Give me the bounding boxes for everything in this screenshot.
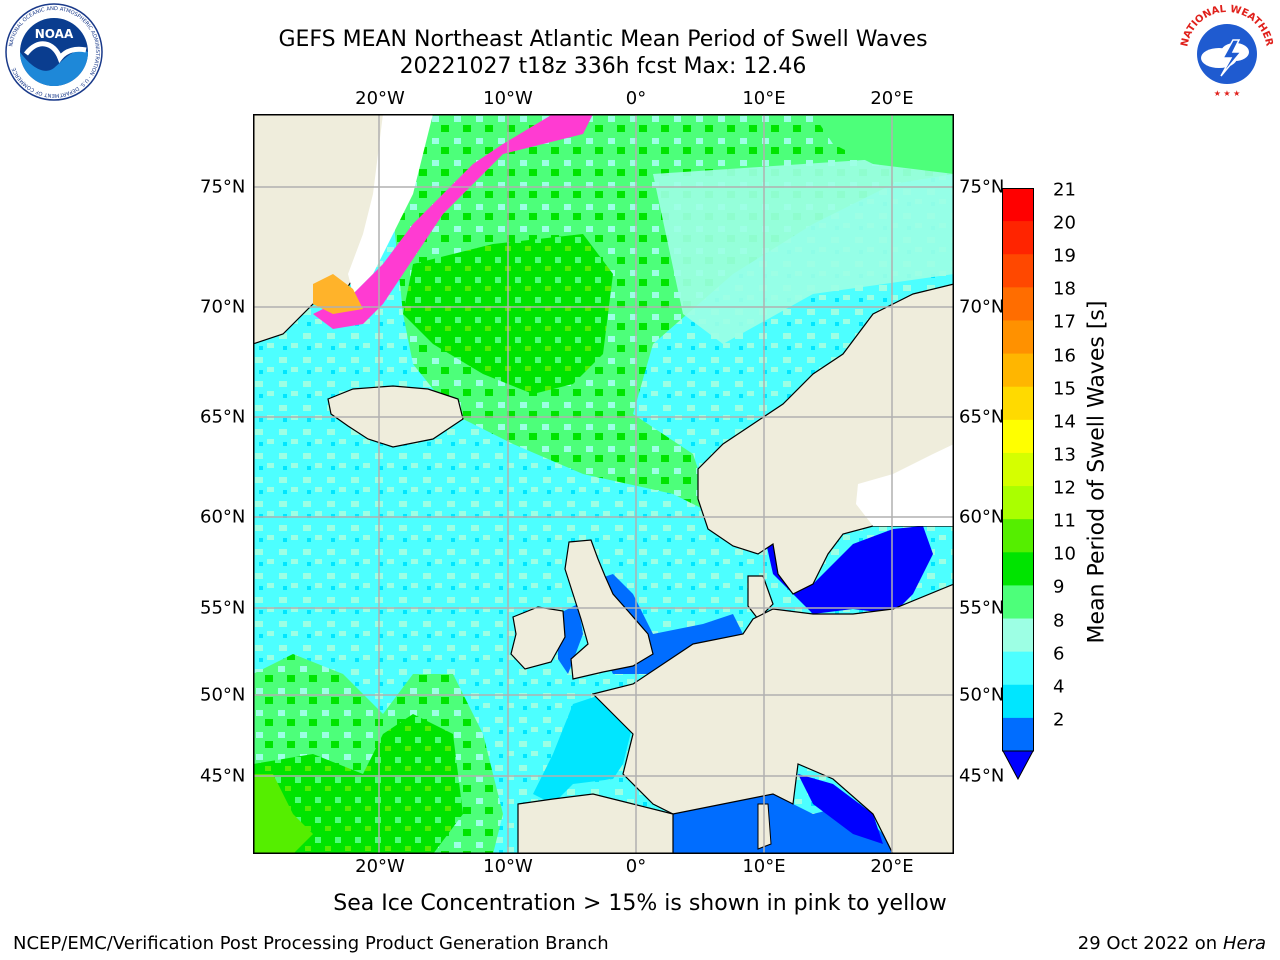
baltic-sea	[763, 524, 933, 614]
colorbar-segment	[1002, 717, 1034, 752]
chart-subtitle-forecast: 20221027 t18z 336h fcst Max: 12.46	[399, 54, 807, 79]
colorbar-tick: 14	[1053, 411, 1076, 433]
period-11-12-sw-region	[253, 714, 463, 854]
lat-tick-right-55n: 55°N	[959, 597, 1005, 619]
colorbar-segment	[1002, 684, 1034, 719]
lat-tick-left-55n: 55°N	[200, 597, 246, 619]
lon-tick-bottom-0: 0°	[625, 856, 647, 877]
map-panel	[253, 114, 954, 854]
lon-tick-bottom-10e: 10°E	[742, 856, 786, 877]
colorbar-tick: 12	[1053, 477, 1076, 499]
colorbar-segment	[1002, 585, 1034, 620]
iberia-land	[517, 793, 674, 854]
svg-text:★ ★ ★: ★ ★ ★	[1214, 89, 1241, 98]
great-britain-land	[564, 539, 654, 680]
map-border	[253, 114, 954, 854]
colorbar-tick: 16	[1053, 345, 1076, 367]
lat-tick-left-75n: 75°N	[200, 176, 246, 198]
colorbar-segment	[1002, 320, 1034, 355]
colorbar-label: Mean Period of Swell Waves [s]	[1084, 300, 1110, 644]
colorbar	[1002, 188, 1034, 780]
lat-tick-right-75n: 75°N	[959, 176, 1005, 198]
lon-tick-top-20e: 20°E	[870, 88, 914, 109]
colorbar-segment	[1002, 386, 1034, 421]
noaa-logo: NATIONAL OCEANIC AND ATMOSPHERIC ADMINIS…	[5, 3, 103, 101]
greenland-ice	[348, 114, 433, 294]
sea-ice-yellow	[313, 274, 363, 314]
colorbar-tick: 9	[1053, 576, 1065, 598]
colorbar-tick: 13	[1053, 444, 1076, 466]
lon-tick-bottom-20w: 20°W	[355, 856, 405, 877]
colorbar-tick: 21	[1053, 179, 1076, 201]
lat-tick-left-50n: 50°N	[200, 684, 246, 706]
lat-tick-right-65n: 65°N	[959, 406, 1005, 428]
footer-credit: NCEP/EMC/Verification Post Processing Pr…	[13, 933, 609, 954]
colorbar-segment	[1002, 419, 1034, 454]
continental-europe-land	[591, 583, 954, 854]
colorbar-segment	[1002, 287, 1034, 321]
period-9-10-arctic-region	[813, 114, 954, 174]
lat-tick-right-50n: 50°N	[959, 684, 1005, 706]
chart-title: GEFS MEAN Northeast Atlantic Mean Period…	[278, 27, 928, 52]
colorbar-tick: 11	[1053, 510, 1076, 532]
colorbar-tick: 17	[1053, 311, 1076, 333]
lon-tick-top-0: 0°	[625, 88, 647, 109]
nws-logo: NATIONAL WEATHER SERVICE ★ ★ ★	[1177, 2, 1275, 100]
colorbar-tick: 15	[1053, 378, 1076, 400]
colorbar-tick: 8	[1053, 610, 1065, 632]
colorbar-tick: 6	[1053, 643, 1065, 665]
colorbar-segment	[1002, 188, 1034, 222]
colorbar-tick: 4	[1053, 676, 1065, 698]
lon-tick-top-20w: 20°W	[355, 88, 405, 109]
lat-tick-right-45n: 45°N	[959, 765, 1005, 787]
lat-tick-left-60n: 60°N	[200, 506, 246, 528]
footer-machine: Hera	[1222, 933, 1266, 954]
footer-date: 29 Oct 2022 on Hera	[1078, 933, 1266, 954]
colorbar-tick: 20	[1053, 212, 1076, 234]
period-8-9-region	[653, 154, 954, 344]
footer-date-text: 29 Oct 2022 on	[1077, 933, 1223, 954]
colorbar-tick: 18	[1053, 278, 1076, 300]
swell-period-map	[253, 114, 954, 854]
lat-tick-right-70n: 70°N	[959, 296, 1005, 318]
colorbar-segment	[1002, 221, 1034, 255]
colorbar-extend-arrow	[1002, 750, 1034, 780]
colorbar-segment	[1002, 254, 1034, 288]
colorbar-segments	[1002, 188, 1034, 752]
lat-tick-left-45n: 45°N	[200, 765, 246, 787]
adriatic-sea	[798, 774, 883, 844]
colorbar-tick: 2	[1053, 709, 1065, 731]
colorbar-segment	[1002, 552, 1034, 586]
sea-ice-note: Sea Ice Concentration > 15% is shown in …	[333, 891, 947, 916]
colorbar-segment	[1002, 519, 1034, 553]
lon-tick-top-10w: 10°W	[483, 88, 533, 109]
lon-tick-top-10e: 10°E	[742, 88, 786, 109]
colorbar-segment	[1002, 353, 1034, 388]
lon-tick-bottom-10w: 10°W	[483, 856, 533, 877]
sweden-lake-white	[856, 444, 954, 526]
svg-text:NOAA: NOAA	[35, 27, 74, 41]
colorbar-tick: 19	[1053, 245, 1076, 267]
lat-tick-left-65n: 65°N	[200, 406, 246, 428]
colorbar-segment	[1002, 618, 1034, 653]
colorbar-tick: 10	[1053, 543, 1076, 565]
lat-tick-left-70n: 70°N	[200, 296, 246, 318]
graticule	[253, 114, 954, 854]
period-12-sw-region	[253, 774, 313, 854]
sea-ice-edge	[313, 114, 593, 329]
colorbar-segment	[1002, 651, 1034, 686]
lat-tick-right-60n: 60°N	[959, 506, 1005, 528]
lon-tick-bottom-20e: 20°E	[870, 856, 914, 877]
colorbar-segment	[1002, 486, 1034, 520]
colorbar-segment	[1002, 452, 1034, 487]
